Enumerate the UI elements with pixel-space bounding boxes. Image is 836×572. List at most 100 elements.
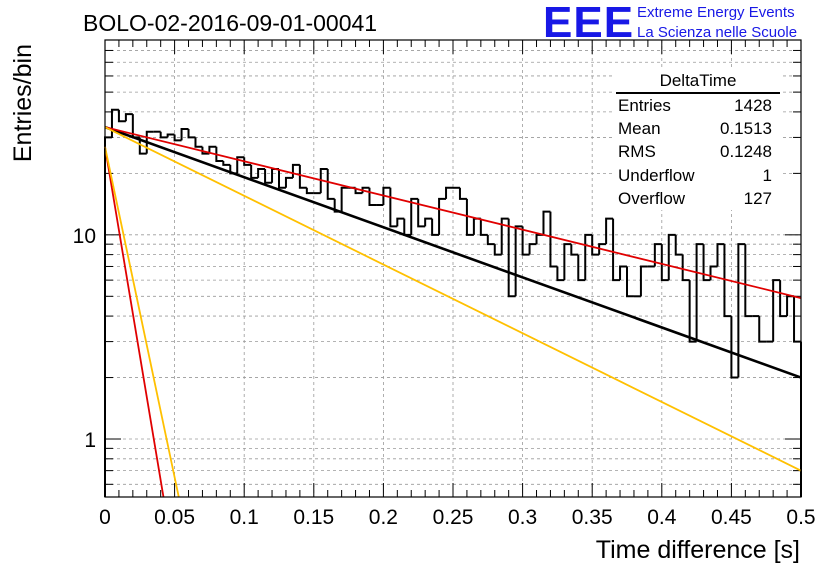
histogram-bin: [605, 217, 614, 245]
histogram-bin: [284, 176, 293, 188]
histogram-bin: [431, 218, 440, 236]
histogram-bin: [639, 265, 648, 297]
histogram-bin: [507, 218, 516, 298]
fit-line: [104, 125, 802, 379]
histogram-bin: [702, 244, 711, 282]
histogram-bin: [424, 217, 433, 227]
eee-logo-line2: La Scienza nelle Scuole: [637, 24, 798, 41]
histogram-bin: [723, 244, 732, 318]
x-tick-label: 0.4: [647, 506, 677, 529]
histogram-bin: [563, 243, 572, 281]
stats-label: Overflow: [618, 188, 686, 208]
histogram-bin: [493, 244, 502, 256]
x-tick-label: 0.05: [154, 506, 195, 529]
histogram-bin: [695, 243, 704, 342]
histogram-bin: [194, 137, 203, 148]
histogram-bin: [570, 244, 579, 256]
y-tick-label: 10: [73, 225, 96, 248]
histogram-bin: [730, 316, 739, 379]
histogram-bin: [626, 266, 634, 298]
stats-row-entries: Entries 1428: [612, 94, 780, 117]
histogram-bin: [173, 134, 182, 142]
x-tick-label: 0.3: [508, 506, 537, 529]
histogram-bin: [319, 168, 328, 194]
x-tick-label: 0.1: [230, 506, 259, 529]
histogram-bin: [660, 244, 669, 282]
histogram-bin: [340, 186, 349, 212]
x-tick-label: 0.25: [433, 506, 474, 529]
histogram-bin: [591, 234, 600, 256]
histogram-bin: [180, 127, 189, 141]
x-tick-label: 0.15: [293, 506, 334, 529]
histogram-bin: [744, 244, 753, 318]
histogram-bin: [305, 187, 314, 195]
histogram-bin: [556, 266, 565, 282]
histogram-bin: [264, 169, 273, 184]
histogram-bin: [674, 234, 683, 256]
y-tick-label: 1: [84, 429, 96, 452]
histogram-bin: [793, 296, 801, 343]
stats-value: 0.1513: [720, 119, 772, 139]
histogram-bin: [653, 243, 662, 267]
stats-row-underflow: Underflow 1: [612, 164, 780, 187]
stats-row-mean: Mean 0.1513: [612, 117, 780, 140]
histogram-bin: [716, 243, 725, 267]
histogram-bin: [222, 160, 231, 166]
stats-label: RMS: [618, 142, 656, 162]
histogram-bin: [236, 156, 245, 174]
eee-logo-line1: Extreme Energy Events: [637, 4, 795, 21]
fit-line: [104, 146, 165, 498]
histogram-bin: [737, 243, 746, 378]
stats-value: 127: [743, 188, 772, 208]
histogram-bin: [584, 233, 593, 281]
histogram-bin: [389, 187, 398, 228]
histogram-bin: [486, 234, 495, 246]
histogram-bin: [479, 218, 488, 236]
fit-line: [104, 126, 802, 299]
eee-logo: EEE: [543, 0, 635, 47]
x-tick-label: 0.5: [786, 506, 815, 529]
histogram-bin: [250, 164, 259, 179]
histogram-bin: [445, 186, 453, 199]
plot-frame: [104, 39, 802, 498]
stats-label: Mean: [618, 119, 661, 139]
chart-title: BOLO-02-2016-09-01-00041: [83, 10, 378, 36]
histogram-bin: [215, 146, 224, 162]
x-tick-label: 0.45: [711, 506, 752, 529]
histogram-bin: [145, 130, 154, 154]
histogram-bin: [361, 186, 370, 194]
stats-value: 1428: [734, 96, 772, 115]
histogram-bin: [257, 168, 266, 178]
histogram-bin: [138, 137, 147, 155]
histogram-bin: [208, 145, 217, 154]
fit-lines: [104, 125, 802, 498]
stats-row-rms: RMS 0.1248: [612, 140, 780, 163]
axes: 0 0.05 0.1 0.15 0.2 0.25 0.3 0.35 0.4 0.45 0.5 1 10: [73, 40, 816, 529]
stats-value: 1: [762, 165, 772, 185]
stats-label: Entries: [618, 96, 671, 115]
stats-box: DeltaTime Entries 1428 Mean 0.1513 RMS 0…: [612, 70, 780, 210]
stats-row-overflow: Overflow 127: [612, 187, 780, 210]
histogram-bin: [201, 146, 210, 155]
fit-line: [104, 146, 180, 498]
stats-label: Underflow: [618, 165, 695, 185]
histogram-bin: [410, 197, 419, 235]
histogram-bin: [619, 265, 627, 281]
stats-value: 0.1248: [720, 142, 772, 162]
x-tick-label: 0: [99, 506, 111, 529]
histogram-bin: [166, 133, 175, 138]
histogram-bin: [514, 225, 523, 297]
histogram-bin: [326, 169, 335, 200]
histogram-bin: [187, 128, 196, 139]
histogram-bin: [500, 217, 509, 255]
histogram-bin: [298, 164, 307, 189]
histogram-bin: [417, 198, 426, 228]
histogram-bin: [758, 316, 767, 343]
x-axis-label: Time difference [s]: [596, 536, 800, 564]
histogram-bin: [382, 186, 391, 205]
histogram-bin: [243, 157, 252, 166]
x-tick-label: 0.35: [572, 506, 613, 529]
histogram-bin: [612, 218, 621, 282]
histogram-bin: [577, 254, 586, 282]
histogram-bin: [278, 169, 286, 189]
